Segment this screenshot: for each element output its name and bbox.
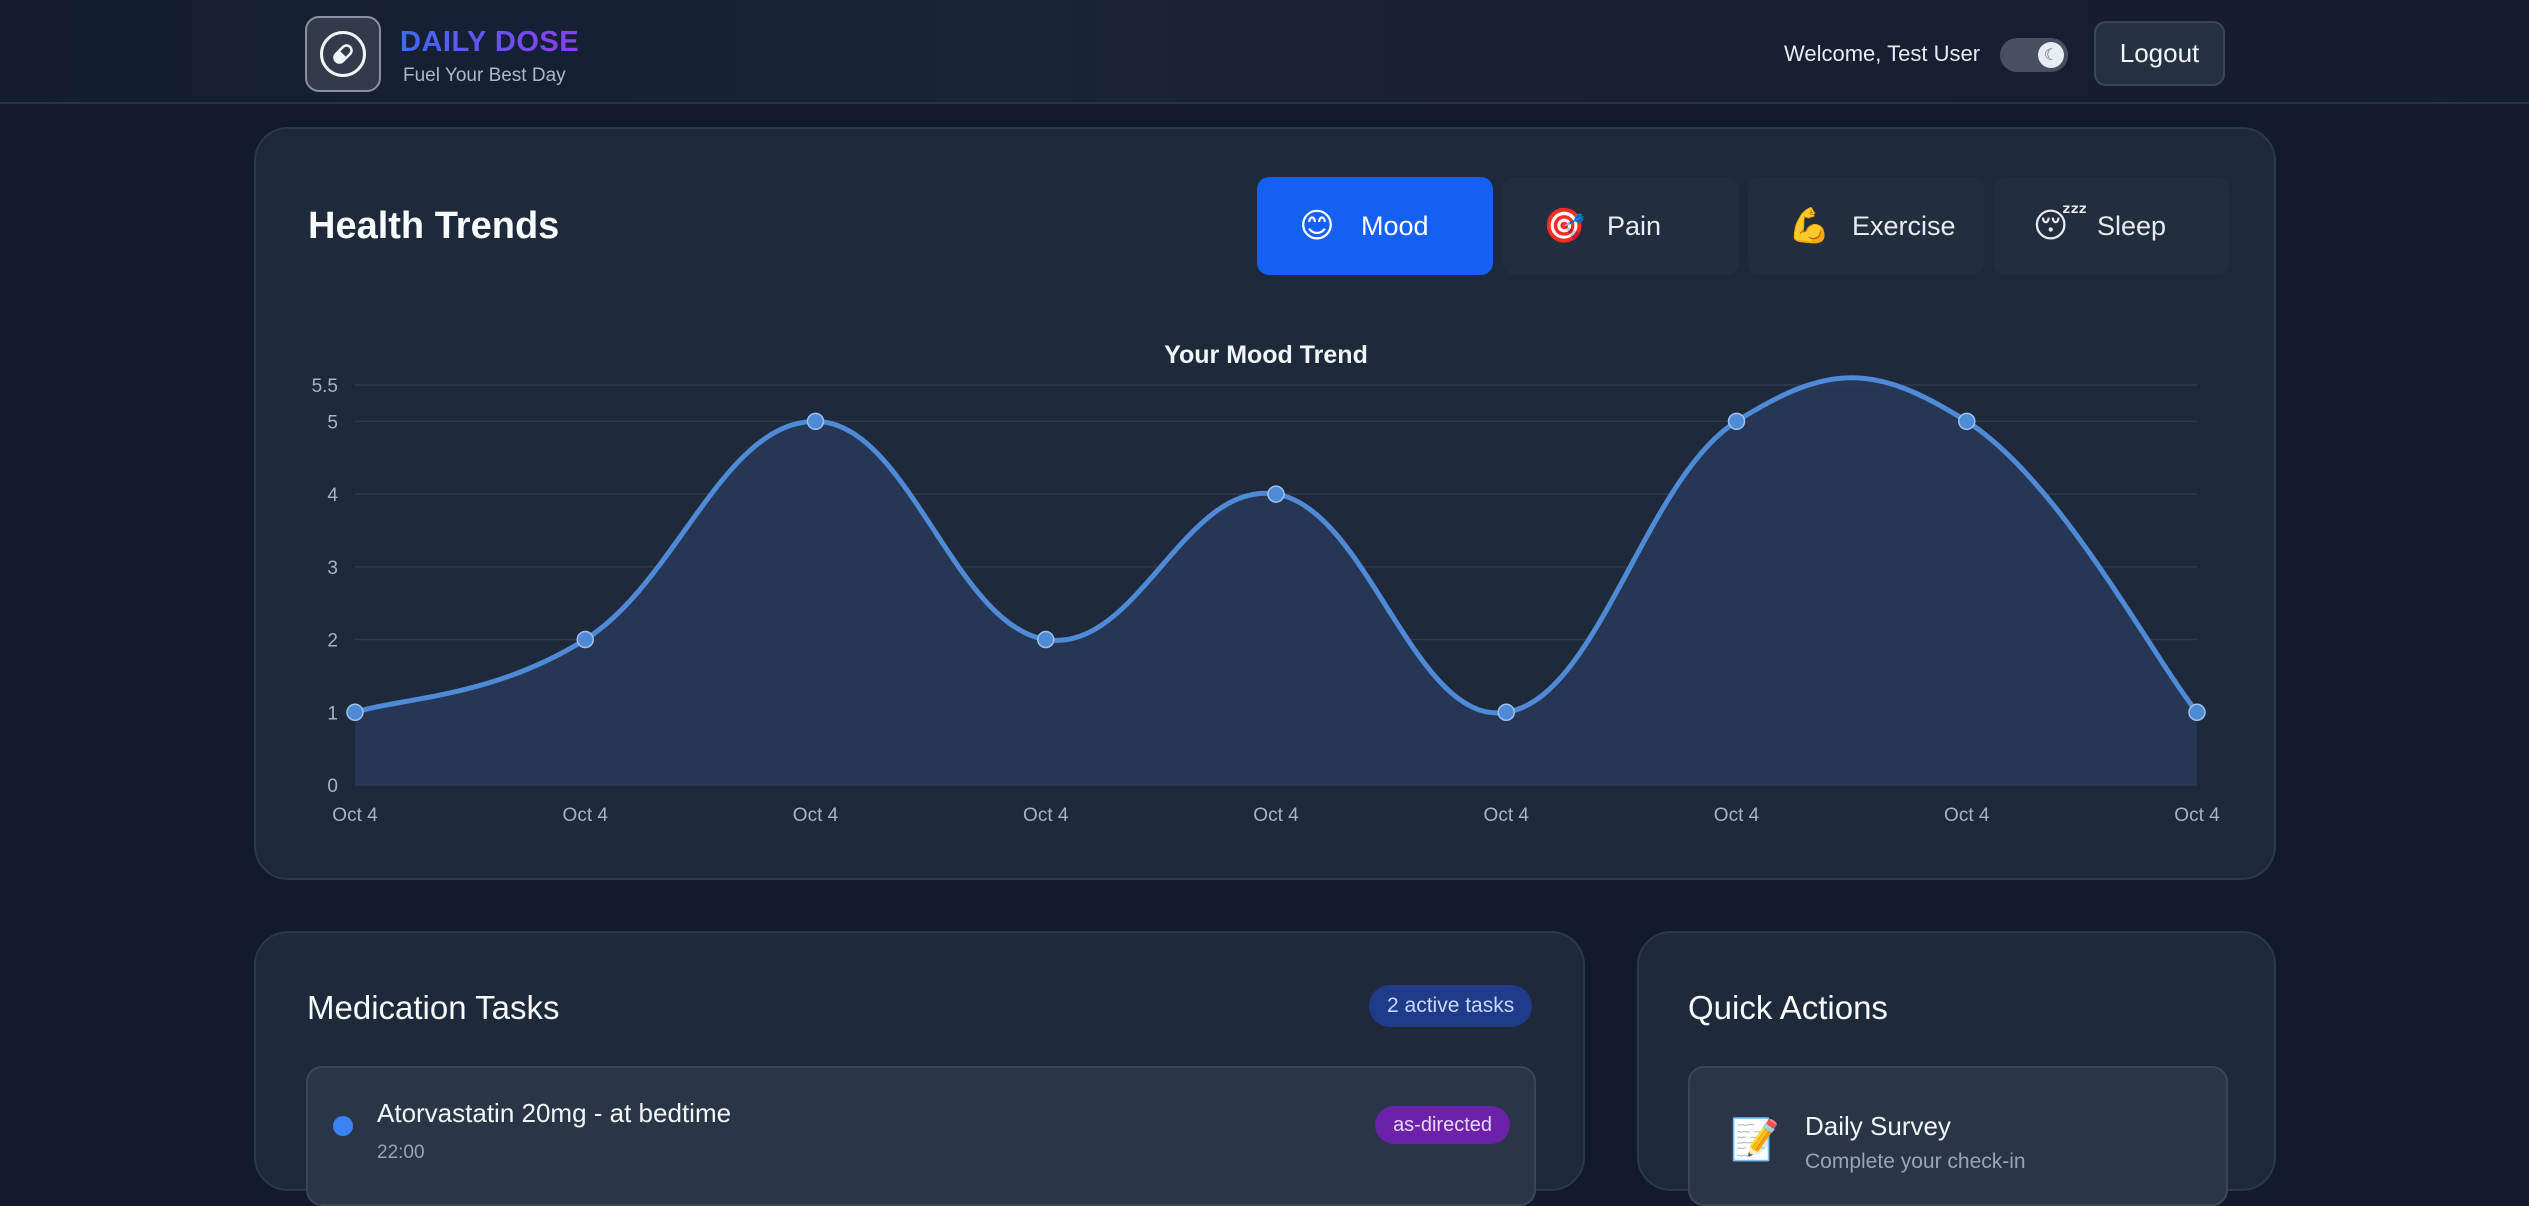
x-tick-label: Oct 4 [332, 805, 378, 826]
quick-action-desc: Complete your check-in [1805, 1150, 2026, 1173]
health-trends-title: Health Trends [308, 205, 560, 247]
moon-icon: ☾ [2038, 42, 2064, 68]
tab-pain[interactable]: 🎯 Pain [1503, 177, 1739, 275]
data-point[interactable] [1958, 412, 1976, 431]
chart-title: Your Mood Trend [1164, 341, 1368, 369]
mood-trend-chart: Your Mood Trend 0 1 2 3 4 5 5.5 Oct 4 Oct 4 Oct … [312, 341, 2221, 826]
quick-actions-title: Quick Actions [1688, 989, 1888, 1026]
pill-icon [320, 31, 366, 77]
tab-mood[interactable]: 😊 Mood [1257, 177, 1493, 275]
y-tick-label: 3 [327, 558, 338, 579]
data-point[interactable] [346, 703, 364, 722]
data-point[interactable] [576, 630, 594, 649]
data-point[interactable] [1037, 630, 1055, 649]
top-header: DAILY DOSE Fuel Your Best Day Welcome, T… [0, 0, 2529, 104]
theme-toggle[interactable]: ☾ [2000, 38, 2068, 72]
data-point[interactable] [1727, 412, 1746, 431]
daily-survey-action[interactable]: 📝 Daily Survey Complete your check-in [1688, 1066, 2228, 1206]
active-tasks-badge: 2 active tasks [1369, 985, 1533, 1027]
tab-exercise[interactable]: 💪 Exercise [1748, 177, 1984, 275]
brand-subtitle: Fuel Your Best Day [403, 65, 566, 86]
x-tick-label: Oct 4 [2174, 805, 2220, 826]
status-dot [333, 1116, 353, 1136]
y-tick-label: 0 [327, 776, 338, 797]
x-tick-label: Oct 4 [563, 805, 609, 826]
x-tick-label: Oct 4 [1023, 805, 1069, 826]
brand-title: DAILY DOSE [400, 26, 580, 58]
data-point[interactable] [2188, 703, 2206, 722]
x-tick-label: Oct 4 [793, 805, 839, 826]
tab-pain-label: Pain [1607, 210, 1662, 241]
y-tick-label: 2 [327, 631, 338, 652]
smile-icon: 😊 [1299, 207, 1335, 245]
tab-sleep-label: Sleep [2097, 210, 2167, 241]
tab-exercise-label: Exercise [1852, 210, 1956, 241]
y-tick-label: 5.5 [312, 376, 338, 397]
y-tick-label: 1 [327, 703, 338, 724]
quick-actions-card: Quick Actions 📝 Daily Survey Complete yo… [1637, 931, 2276, 1206]
y-tick-label: 5 [327, 412, 338, 433]
memo-icon: 📝 [1730, 1118, 1780, 1162]
tab-mood-label: Mood [1361, 210, 1429, 241]
x-tick-label: Oct 4 [1714, 805, 1760, 826]
task-item[interactable]: Atorvastatin 20mg - at bedtime 22:00 as-… [306, 1066, 1536, 1206]
data-point[interactable] [806, 412, 825, 431]
y-tick-label: 4 [327, 485, 338, 506]
logout-button[interactable]: Logout [2094, 21, 2225, 86]
health-trends-card: Health Trends 😊 Mood 🎯 Pain 💪 Exercise 😴… [254, 127, 2276, 880]
series-area [355, 377, 2197, 785]
x-tick-label: Oct 4 [1484, 805, 1530, 826]
target-icon: 🎯 [1543, 207, 1586, 245]
x-tick-label: Oct 4 [1944, 805, 1990, 826]
task-time: 22:00 [377, 1142, 425, 1163]
data-point[interactable] [1267, 485, 1285, 503]
task-name: Atorvastatin 20mg - at bedtime [377, 1098, 732, 1128]
medication-tasks-card: Medication Tasks 2 active tasks Atorvast… [254, 931, 1585, 1206]
welcome-text: Welcome, Test User [1784, 41, 1981, 66]
quick-action-title: Daily Survey [1805, 1111, 1951, 1141]
medication-tasks-title: Medication Tasks [307, 989, 560, 1026]
data-point[interactable] [1497, 703, 1515, 722]
task-badge: as-directed [1375, 1106, 1510, 1144]
logo[interactable] [305, 16, 381, 92]
muscle-icon: 💪 [1788, 207, 1831, 245]
tab-sleep[interactable]: 😴 Sleep [1993, 177, 2229, 275]
x-tick-label: Oct 4 [1253, 805, 1299, 826]
